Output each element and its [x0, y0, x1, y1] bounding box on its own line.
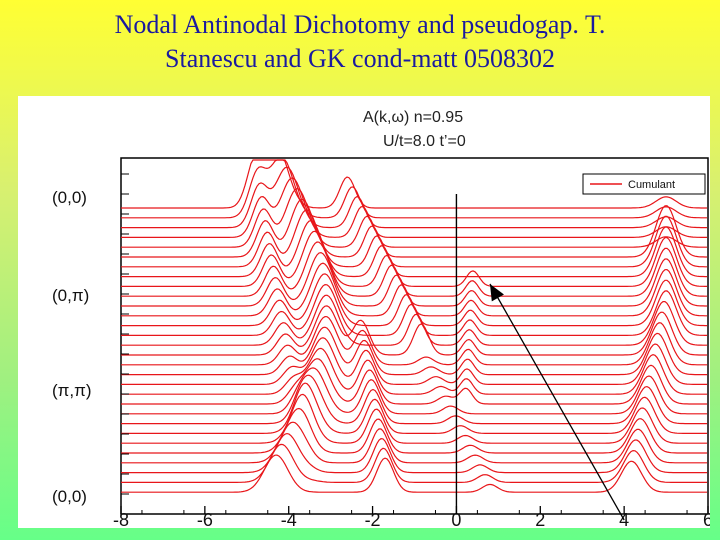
legend-box	[582, 173, 706, 195]
arrow-head	[489, 284, 504, 302]
spectral-function-chart: A(k,ω) n=0.95 U/t=8.0 t’=0 -8 -6 -4 -2 0 2 4 6(…	[52, 109, 710, 528]
chart-title-line-1: A(k,ω) n=0.95	[363, 109, 463, 126]
slide-title: Nodal Antinodal Dichotomy and pseudogap.…	[0, 8, 720, 76]
spectrum-curve-26	[121, 407, 707, 454]
legend: Cumulant	[582, 173, 706, 195]
spectrum-curve-7	[121, 209, 707, 268]
chart-title-line-2: U/t=8.0 t’=0	[383, 133, 466, 150]
spectrum-curve-6	[121, 198, 707, 258]
spectrum-curve-30	[121, 454, 707, 493]
spectrum-curve-9	[121, 230, 707, 287]
x-tick-label-0: -8	[113, 510, 129, 528]
slide-title-line-2: Stanescu and GK cond-matt 0508302	[165, 44, 555, 73]
spectrum-curve-2	[121, 159, 707, 219]
annotation-arrow	[489, 283, 625, 521]
spectrum-curve-20	[121, 347, 707, 395]
spectrum-curve-15	[121, 294, 707, 346]
spectrum-curve-13	[121, 273, 707, 327]
x-tick-label-3: -2	[365, 510, 381, 528]
k-point-label-3: (0,0)	[52, 487, 87, 506]
spectrum-curve-21	[121, 358, 707, 405]
spectrum-curve-14	[121, 283, 707, 336]
spectrum-curve-24	[121, 382, 707, 434]
k-point-label-2: (π,π)	[52, 381, 92, 400]
spectrum-curve-19	[121, 337, 707, 385]
spectrum-curve-3	[121, 166, 707, 229]
spectrum-curve-23	[121, 374, 707, 425]
x-tick-label-5: 2	[535, 510, 545, 528]
x-tick-label-1: -6	[197, 510, 213, 528]
slide-title-line-1: Nodal Antinodal Dichotomy and pseudogap.…	[114, 10, 606, 39]
spectrum-curve-10	[121, 241, 707, 297]
spectrum-curve-16	[121, 305, 707, 356]
spectrum-curve-4	[121, 177, 707, 238]
spectral-curves	[121, 159, 707, 493]
x-tick-label-4: 0	[451, 510, 461, 528]
spectrum-curve-25	[121, 393, 707, 444]
spectrum-curve-28	[121, 432, 707, 474]
spectrum-curve-22	[121, 367, 707, 415]
spectrum-curve-1	[121, 159, 707, 209]
k-point-label-0: (0,0)	[52, 188, 87, 207]
spectrum-curve-29	[121, 443, 707, 483]
legend-label: Cumulant	[628, 179, 675, 191]
spectrum-curve-18	[121, 326, 707, 376]
spectrum-curve-5	[121, 187, 707, 248]
spectrum-curve-11	[121, 251, 707, 307]
spectral-plot-panel: A(k,ω) n=0.95 U/t=8.0 t’=0 -8 -6 -4 -2 0 2 4 6(…	[18, 96, 710, 528]
spectrum-curve-27	[121, 421, 707, 464]
x-tick-label-2: -4	[281, 510, 297, 528]
k-point-label-1: (0,π)	[52, 286, 89, 305]
spectrum-curve-8	[121, 219, 707, 278]
x-tick-label-7: 6	[703, 510, 710, 528]
arrow-shaft	[489, 283, 625, 521]
spectrum-curve-17	[121, 315, 707, 366]
